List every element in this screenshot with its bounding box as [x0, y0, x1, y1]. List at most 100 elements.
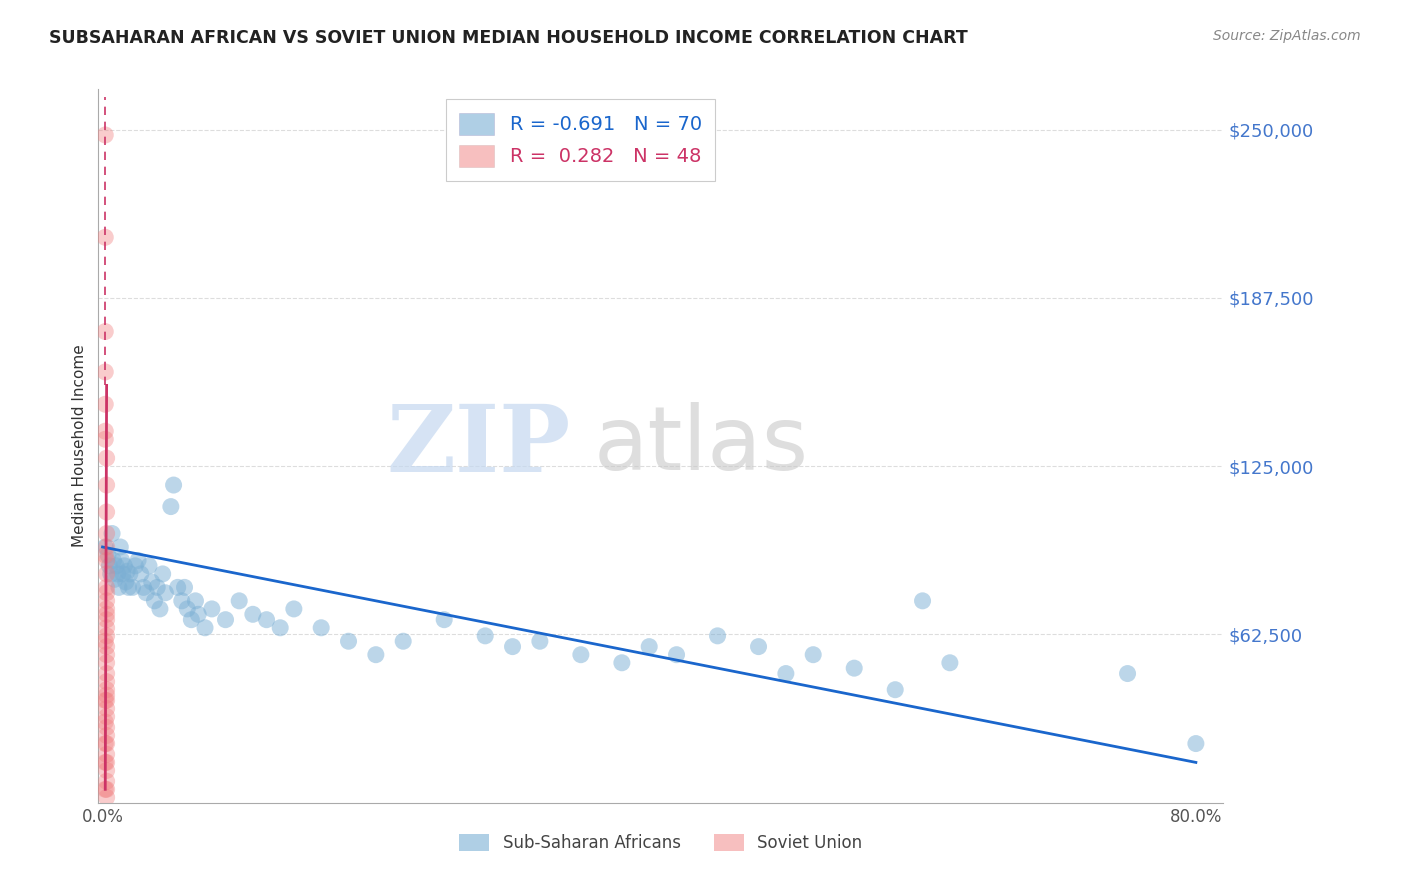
- Point: [96, 566, 118, 581]
- Point: [155, 586, 177, 600]
- Point: [94, 693, 117, 707]
- Point: [96, 613, 118, 627]
- Point: [269, 621, 291, 635]
- Point: [96, 688, 118, 702]
- Point: [502, 640, 524, 654]
- Point: [94, 128, 117, 142]
- Point: [392, 634, 415, 648]
- Point: [96, 540, 118, 554]
- Point: [96, 602, 118, 616]
- Point: [98, 558, 121, 573]
- Point: [94, 325, 117, 339]
- Point: [1185, 737, 1208, 751]
- Point: [114, 574, 136, 589]
- Text: ZIP: ZIP: [387, 401, 571, 491]
- Point: [529, 634, 551, 648]
- Point: [180, 613, 202, 627]
- Point: [96, 656, 118, 670]
- Point: [104, 572, 127, 586]
- Point: [96, 674, 118, 689]
- Point: [706, 629, 728, 643]
- Point: [173, 580, 195, 594]
- Point: [105, 558, 128, 573]
- Text: Source: ZipAtlas.com: Source: ZipAtlas.com: [1213, 29, 1361, 43]
- Point: [100, 566, 122, 581]
- Point: [1116, 666, 1139, 681]
- Point: [111, 553, 134, 567]
- Point: [665, 648, 688, 662]
- Text: atlas: atlas: [593, 402, 808, 490]
- Point: [135, 586, 157, 600]
- Point: [96, 586, 118, 600]
- Point: [94, 397, 117, 411]
- Point: [166, 580, 188, 594]
- Point: [138, 558, 160, 573]
- Point: [124, 558, 146, 573]
- Point: [96, 526, 118, 541]
- Point: [96, 737, 118, 751]
- Point: [94, 540, 117, 554]
- Point: [96, 701, 118, 715]
- Point: [110, 540, 132, 554]
- Point: [160, 500, 183, 514]
- Point: [96, 709, 118, 723]
- Point: [474, 629, 496, 643]
- Point: [96, 505, 118, 519]
- Point: [775, 666, 797, 681]
- Point: [107, 566, 129, 581]
- Point: [111, 566, 134, 581]
- Point: [94, 714, 117, 729]
- Point: [96, 782, 118, 797]
- Point: [112, 558, 135, 573]
- Point: [146, 580, 169, 594]
- Point: [121, 580, 143, 594]
- Point: [187, 607, 209, 622]
- Point: [433, 613, 456, 627]
- Point: [101, 526, 124, 541]
- Point: [201, 602, 224, 616]
- Point: [96, 478, 118, 492]
- Point: [94, 782, 117, 797]
- Point: [184, 594, 207, 608]
- Point: [610, 656, 633, 670]
- Point: [309, 621, 332, 635]
- Point: [96, 607, 118, 622]
- Point: [97, 548, 120, 562]
- Point: [638, 640, 661, 654]
- Point: [939, 656, 962, 670]
- Point: [194, 621, 217, 635]
- Point: [228, 594, 250, 608]
- Point: [96, 693, 118, 707]
- Point: [127, 553, 149, 567]
- Point: [176, 602, 198, 616]
- Point: [256, 613, 278, 627]
- Point: [911, 594, 934, 608]
- Point: [96, 729, 118, 743]
- Point: [94, 424, 117, 438]
- Point: [152, 566, 174, 581]
- Point: [94, 432, 117, 446]
- Point: [96, 629, 118, 643]
- Point: [748, 640, 770, 654]
- Y-axis label: Median Household Income: Median Household Income: [72, 344, 87, 548]
- Point: [96, 756, 118, 770]
- Point: [96, 451, 118, 466]
- Point: [337, 634, 360, 648]
- Point: [364, 648, 387, 662]
- Point: [214, 613, 236, 627]
- Point: [884, 682, 907, 697]
- Legend: Sub-Saharan Africans, Soviet Union: Sub-Saharan Africans, Soviet Union: [453, 827, 869, 859]
- Point: [569, 648, 592, 662]
- Point: [94, 756, 117, 770]
- Point: [94, 365, 117, 379]
- Point: [129, 566, 152, 581]
- Point: [801, 648, 824, 662]
- Point: [143, 594, 166, 608]
- Point: [170, 594, 193, 608]
- Point: [149, 602, 172, 616]
- Point: [96, 790, 118, 805]
- Point: [103, 553, 125, 567]
- Point: [108, 580, 131, 594]
- Point: [96, 764, 118, 778]
- Point: [96, 553, 118, 567]
